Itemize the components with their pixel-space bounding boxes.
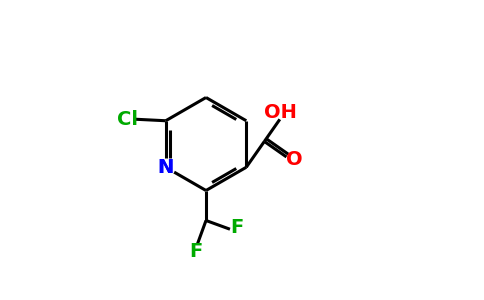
Text: N: N (158, 158, 174, 177)
Text: OH: OH (264, 103, 297, 122)
Text: O: O (286, 150, 302, 169)
Text: N: N (158, 158, 174, 177)
Text: F: F (230, 218, 243, 237)
Text: Cl: Cl (117, 110, 138, 129)
Text: F: F (189, 242, 202, 261)
